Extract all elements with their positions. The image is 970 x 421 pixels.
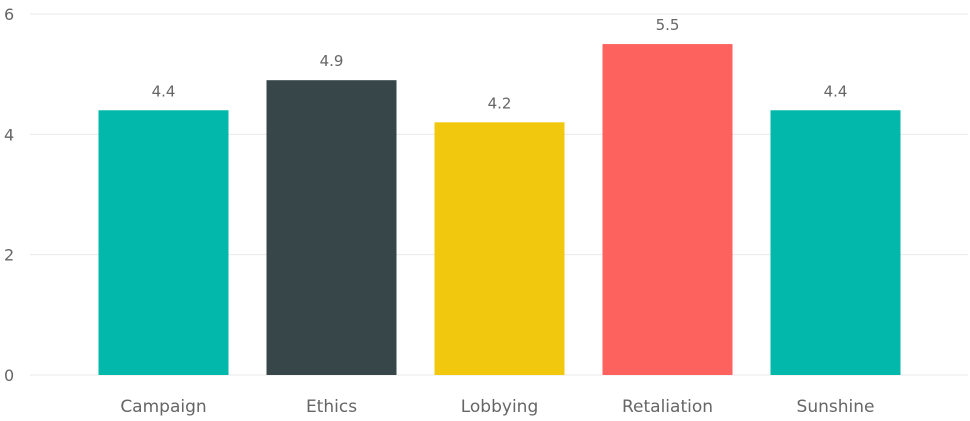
y-tick-label: 6	[4, 5, 14, 24]
data-label-campaign: 4.4	[152, 82, 176, 100]
y-tick-label: 0	[4, 366, 14, 385]
y-tick-label: 2	[4, 246, 14, 265]
data-labels: 4.4 4.9 4.2 5.5 4.4	[152, 16, 848, 112]
data-label-ethics: 4.9	[320, 52, 344, 70]
x-tick-label-retaliation: Retaliation	[622, 397, 713, 417]
bar-retaliation[interactable]	[602, 44, 733, 375]
x-tick-label-sunshine: Sunshine	[797, 397, 875, 417]
bars	[98, 44, 901, 376]
bar-ethics[interactable]	[266, 80, 397, 375]
data-label-retaliation: 5.5	[656, 16, 680, 34]
bar-campaign[interactable]	[98, 110, 229, 376]
x-tick-label-ethics: Ethics	[306, 397, 357, 417]
y-tick-label: 4	[4, 125, 14, 144]
x-tick-label-campaign: Campaign	[120, 397, 206, 417]
x-tick-label-lobbying: Lobbying	[461, 397, 539, 417]
axes: 0 2 4 6 Campaign Ethics Lobbying Retaliation Sun…	[4, 5, 874, 417]
bar-lobbying[interactable]	[434, 122, 565, 375]
bar-sunshine[interactable]	[770, 110, 901, 376]
data-label-lobbying: 4.2	[488, 94, 512, 112]
data-label-sunshine: 4.4	[824, 82, 848, 100]
